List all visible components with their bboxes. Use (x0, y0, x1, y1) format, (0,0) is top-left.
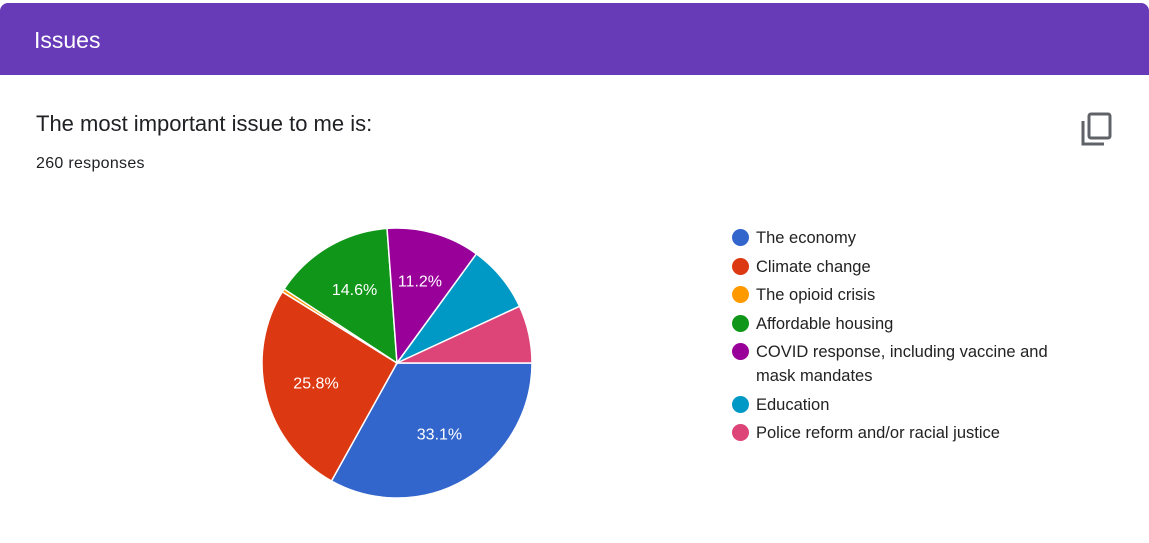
legend-label: The opioid crisis (756, 286, 876, 304)
legend-label: The economy (756, 229, 856, 247)
response-count: 260 responses (36, 155, 145, 172)
legend-item: Climate change (730, 255, 1090, 279)
legend-swatch (732, 257, 749, 275)
question-title: The most important issue to me is: (36, 111, 373, 136)
legend-label: COVID response, including vaccine and ma… (756, 343, 1048, 385)
legend-swatch (732, 229, 749, 246)
legend-label: Police reform and/or racial justice (756, 424, 1000, 442)
legend-swatch (732, 424, 749, 441)
legend-swatch (732, 314, 749, 332)
pie-slice (330, 362, 533, 499)
pie-chart: 33.1% 25.8% 14.6% 11.2% (261, 227, 533, 499)
pie-slice (283, 227, 398, 365)
pie-slice (386, 227, 478, 366)
slice-label: 33.1% (417, 426, 462, 443)
legend-label: Education (756, 395, 830, 414)
legend: The economy Climate change The opioid cris… (730, 226, 1090, 450)
legend-item: Affordable housing (730, 312, 1090, 336)
legend-item: The opioid crisis (730, 283, 1090, 307)
section-header: Issues (0, 3, 1149, 75)
pie-slice (261, 290, 399, 483)
copy-icon[interactable] (1080, 112, 1114, 148)
section-title: Issues (34, 27, 101, 53)
slice-label: 25.8% (293, 375, 338, 392)
pie-slice (396, 305, 533, 364)
legend-item: COVID response, including vaccine and ma… (730, 340, 1090, 388)
legend-item: Education (730, 393, 1090, 417)
slice-label: 11.2% (398, 274, 442, 291)
legend-swatch (732, 343, 749, 360)
legend-label: Climate change (756, 257, 871, 276)
legend-label: Affordable housing (756, 314, 894, 333)
legend-swatch (732, 395, 749, 413)
slice-label: 14.6% (332, 282, 377, 299)
legend-item: The economy (730, 226, 1090, 250)
legend-swatch (732, 286, 749, 303)
legend-item: Police reform and/or racial justice (730, 421, 1090, 445)
